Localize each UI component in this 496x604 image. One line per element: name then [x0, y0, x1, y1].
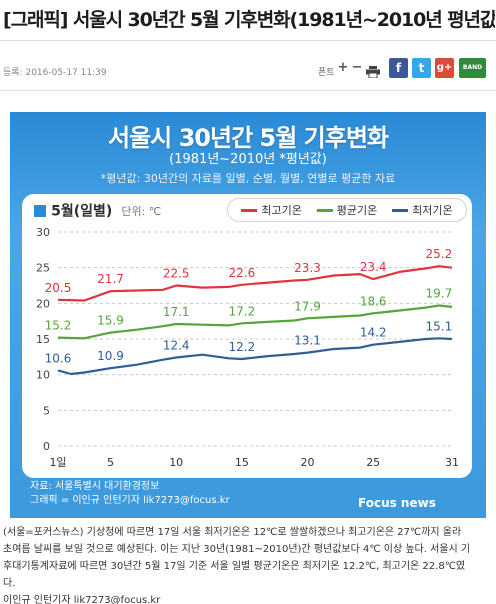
source-line: 자료: 서울특별시 대기환경정보	[30, 481, 160, 492]
body-paragraph-line: 후대기통계자료에 따르면 30년간 5월 17일 기준 서울 일별 평균기온은 …	[3, 561, 466, 572]
data-label: 15.2	[45, 319, 72, 333]
legend-item: 최고기온	[241, 202, 302, 218]
credit-line: 그래픽 = 이인규 인턴기자 lik7273@focus.kr	[30, 495, 230, 506]
publish-date: 등록: 2016-05-17 11:39	[3, 65, 107, 78]
infographic-note: *평년값: 30년간의 자료를 일별, 순별, 월별, 연별로 평균한 자료	[100, 172, 396, 185]
line-chart: 0 5 10 15 20 25 30 1일 5 10 15 20 25 31 20.5 21.7 22.5 22.…	[36, 226, 459, 469]
data-label: 18.6	[360, 294, 387, 308]
series-line	[57, 337, 453, 376]
x-tick-label: 20	[301, 456, 315, 469]
divider	[0, 40, 496, 41]
article-byline[interactable]: 이인규 인턴기자 lik7273@focus.kr	[3, 595, 161, 604]
series-line	[57, 265, 453, 302]
legend-swatch	[241, 208, 258, 212]
data-label: 13.1	[294, 334, 321, 348]
legend-swatch	[392, 208, 409, 212]
legend-label: 최고기온	[261, 204, 302, 217]
y-tick-label: 25	[36, 262, 50, 275]
data-label: 17.1	[163, 305, 190, 319]
twitter-share-icon[interactable]: t	[412, 58, 431, 78]
body-paragraph-line: 다.	[3, 578, 16, 589]
font-decrease-button[interactable]: −	[351, 60, 363, 75]
font-size-label: 폰트	[318, 68, 335, 78]
chart-legend: 최고기온 평균기온 최저기온	[227, 198, 467, 222]
y-tick-label: 20	[36, 297, 50, 310]
date-value: 2016-05-17 11:39	[25, 68, 107, 78]
divider	[0, 90, 496, 91]
y-tick-label: 10	[36, 369, 50, 382]
data-label: 17.2	[229, 304, 256, 318]
chart-source: 자료: 서울특별시 대기환경정보 그래픽 = 이인규 인턴기자 lik7273@…	[30, 480, 230, 508]
date-label: 등록:	[3, 68, 23, 78]
band-share-icon[interactable]: BAND	[459, 58, 486, 78]
data-label: 12.4	[163, 339, 190, 353]
data-label: 21.7	[97, 272, 124, 286]
data-label: 20.5	[45, 281, 72, 295]
series-line	[57, 304, 453, 340]
legend-label: 최저기온	[412, 204, 453, 217]
x-tick-label: 1일	[49, 455, 66, 469]
body-paragraph-line: 초여름 날씨를 보일 것으로 예상된다. 이는 지난 30년(1981~2010…	[3, 544, 471, 555]
y-tick-label: 15	[36, 333, 50, 346]
x-tick-label: 10	[169, 456, 183, 469]
legend-label: 평균기온	[336, 204, 378, 217]
googleplus-share-icon[interactable]: g+	[435, 58, 454, 78]
article-meta-bar: 등록: 2016-05-17 11:39 폰트 + − f t g+ BAND	[0, 56, 496, 84]
x-tick-label: 25	[366, 456, 380, 469]
data-label: 15.1	[426, 319, 453, 333]
infographic-title: 서울시 30년간 5월 기후변화	[108, 124, 389, 152]
infographic-subtitle: (1981년~2010년 *평년값)	[169, 152, 327, 167]
legend-swatch	[316, 208, 333, 212]
chart-period-text: 5월(일별)	[51, 203, 113, 220]
data-label: 10.6	[45, 351, 72, 365]
data-label: 22.5	[163, 267, 190, 281]
print-icon[interactable]	[366, 63, 380, 79]
infographic-image: 서울시 30년간 5월 기후변화 (1981년~2010년 *평년값) *평년값…	[10, 112, 486, 518]
data-label: 14.2	[360, 326, 387, 340]
square-bullet-icon	[34, 204, 46, 217]
y-tick-label: 0	[43, 440, 50, 453]
legend-item: 최저기온	[392, 202, 453, 218]
legend-item: 평균기온	[316, 202, 378, 218]
chart-panel: 0 5 10 15 20 25 30 1일 5 10 15 20 25 31 20.5 21.7 22.5 22.…	[22, 194, 472, 478]
x-tick-label: 5	[107, 456, 114, 469]
x-tick-label: 15	[235, 456, 249, 469]
facebook-share-icon[interactable]: f	[389, 58, 408, 78]
x-tick-label: 31	[445, 456, 459, 469]
body-paragraph-line: (서울=포커스뉴스) 기상청에 따르면 17일 서울 최저기온은 12℃로 쌀쌀…	[3, 527, 462, 538]
y-tick-label: 5	[43, 404, 50, 417]
data-label: 23.4	[360, 260, 387, 274]
data-label: 19.7	[426, 286, 453, 300]
article-headline: [그래픽] 서울시 30년간 5월 기후변화(1981년~2010년 평년값)	[3, 9, 495, 31]
chart-unit: 단위: ℃	[121, 204, 162, 218]
article-body: (서울=포커스뉴스) 기상청에 따르면 17일 서울 최저기온은 12℃로 쌀쌀…	[3, 524, 495, 604]
data-label: 12.2	[229, 340, 256, 354]
data-label: 15.9	[97, 314, 124, 328]
data-label: 10.9	[97, 349, 124, 363]
data-label: 22.6	[229, 266, 256, 280]
font-increase-button[interactable]: +	[337, 60, 349, 75]
y-tick-label: 30	[36, 226, 50, 239]
data-label: 25.2	[426, 247, 453, 261]
focusnews-logo: Focus news	[358, 496, 436, 510]
data-label: 23.3	[294, 261, 321, 275]
chart-period-label: 5월(일별) 단위: ℃	[34, 200, 161, 221]
data-label: 17.9	[294, 299, 321, 313]
